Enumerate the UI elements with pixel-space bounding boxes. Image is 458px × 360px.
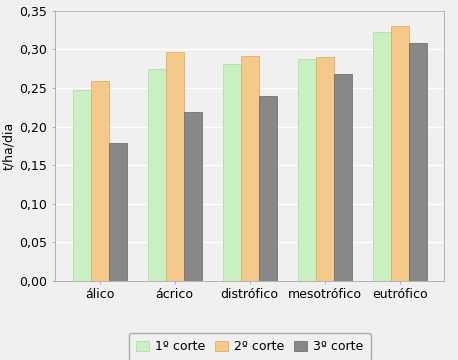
- Bar: [184, 112, 202, 281]
- Bar: [223, 64, 240, 281]
- Bar: [333, 74, 352, 281]
- Bar: [372, 32, 391, 281]
- Legend: 1º corte, 2º corte, 3º corte: 1º corte, 2º corte, 3º corte: [129, 333, 371, 360]
- Y-axis label: t/ha/dia: t/ha/dia: [2, 122, 15, 170]
- Bar: [91, 81, 109, 281]
- Bar: [147, 69, 166, 281]
- Bar: [73, 90, 91, 281]
- Bar: [240, 56, 259, 281]
- Bar: [316, 57, 333, 281]
- Bar: [409, 43, 426, 281]
- Bar: [298, 59, 316, 281]
- Bar: [166, 53, 184, 281]
- Bar: [259, 96, 277, 281]
- Bar: [391, 26, 409, 281]
- Bar: [109, 144, 127, 281]
